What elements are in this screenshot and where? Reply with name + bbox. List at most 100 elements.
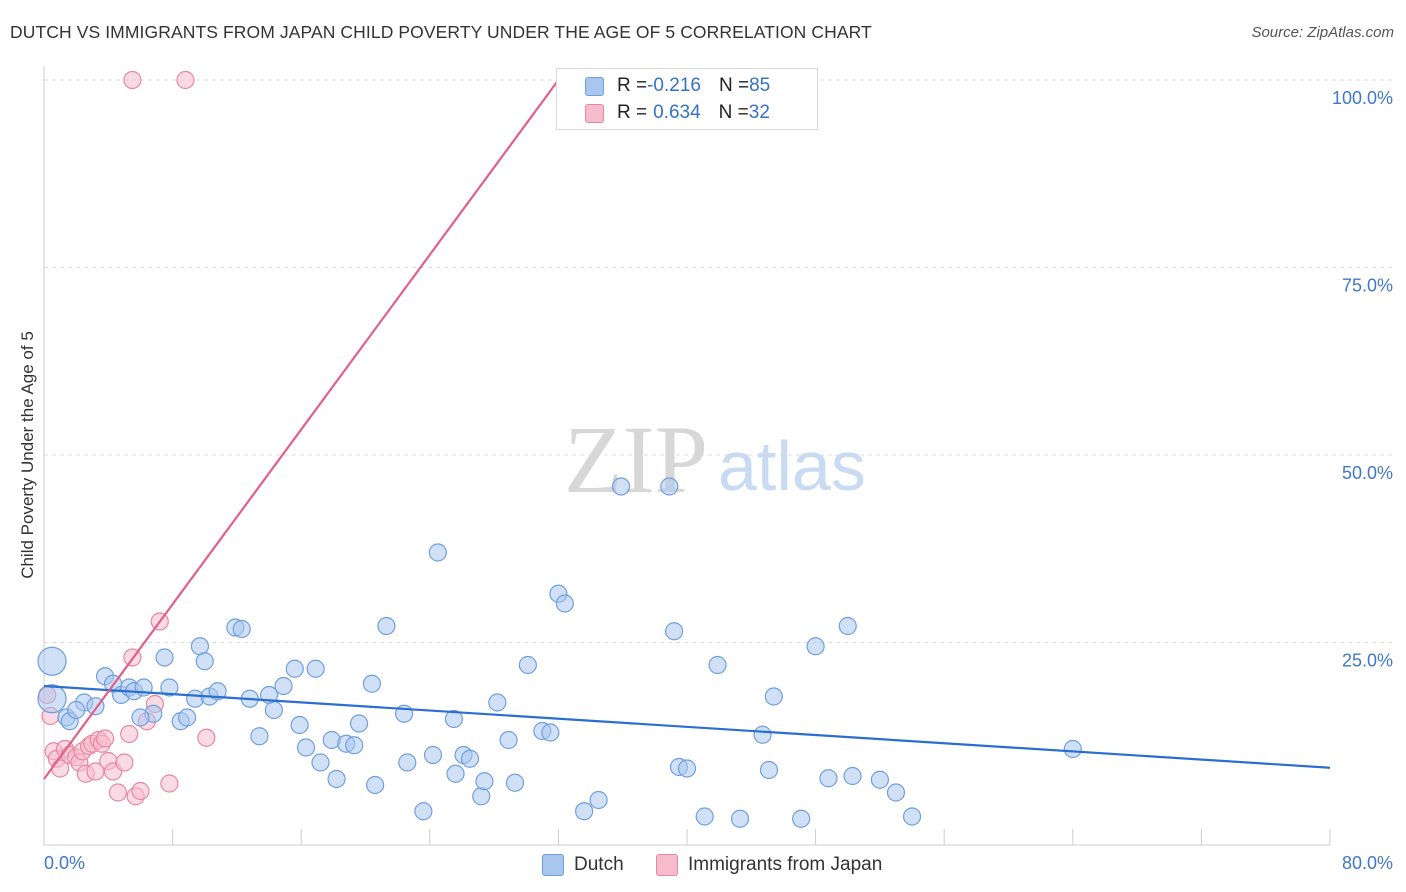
japan-trend-line (43, 79, 560, 780)
japan-point (123, 70, 142, 90)
dutch-point (488, 693, 507, 712)
dutch-point (398, 753, 417, 772)
dutch-point (190, 637, 210, 656)
dutch-point (1063, 739, 1082, 759)
dutch-point (131, 708, 150, 727)
dutch-point (160, 678, 179, 697)
dutch-point (444, 709, 464, 729)
dutch-r-label: R = (617, 75, 648, 96)
y-tick-label: 100.0% (1332, 88, 1393, 108)
dutch-trend-line (43, 684, 1331, 769)
japan-point (95, 729, 115, 748)
dutch-point (285, 659, 304, 678)
dutch-point (819, 769, 838, 788)
dutch-point (232, 619, 251, 639)
japan-point (131, 781, 150, 801)
dutch-point (296, 738, 316, 757)
japan-point (160, 774, 179, 793)
dutch-point (446, 764, 465, 783)
y-tick-label: 75.0% (1342, 276, 1393, 296)
chart-title: DUTCH VS IMMIGRANTS FROM JAPAN CHILD POV… (10, 22, 872, 42)
dutch-point (870, 770, 890, 789)
dutch-point (460, 749, 480, 768)
dutch-point (753, 725, 772, 744)
dutch-point (155, 648, 174, 667)
dutch-point (589, 790, 608, 810)
dutch-point (541, 723, 560, 742)
dutch-point (499, 730, 518, 750)
legend-dutch-swatch (542, 854, 564, 876)
dutch-point (806, 637, 825, 656)
dutch-point (349, 714, 369, 733)
japan-swatch (585, 104, 604, 123)
dutch-point (264, 700, 283, 720)
japan-n-value: 32 (748, 102, 770, 123)
dutch-point (290, 715, 309, 735)
dutch-point (902, 807, 922, 826)
legend-row-japan: R = 0.634 N = 32 (617, 100, 770, 126)
legend-item-dutch: Dutch (542, 852, 624, 878)
japan-point (86, 762, 105, 781)
japan-point (108, 783, 128, 802)
dutch-point (377, 616, 396, 636)
dutch-point (708, 655, 727, 675)
dutch-point (414, 802, 433, 821)
dutch-point (67, 700, 86, 720)
legend-item-japan: Immigrants from Japan (656, 852, 882, 878)
dutch-point (677, 759, 697, 778)
dutch-point (366, 775, 385, 795)
dutch-point (208, 682, 227, 701)
dutch-r-value: -0.216 (647, 75, 701, 96)
dutch-point (362, 674, 382, 693)
correlation-legend: R = -0.216 N = 85 R = 0.634 N = 32 (556, 68, 818, 130)
dutch-point (555, 594, 574, 613)
dutch-point (37, 684, 67, 714)
legend-japan-swatch (656, 854, 678, 876)
dutch-n-label: N = (718, 75, 750, 96)
dutch-point (665, 622, 684, 641)
trend-lines (43, 79, 1331, 780)
japan-point (120, 724, 139, 744)
dutch-point (472, 787, 491, 806)
dutch-point (37, 646, 67, 676)
dutch-points (37, 477, 1082, 828)
x-tick-label: 80.0% (1342, 853, 1393, 873)
dutch-point (475, 772, 494, 791)
dutch-point (274, 676, 293, 696)
japan-point (176, 70, 195, 90)
dutch-point (838, 616, 857, 636)
tick-labels: 25.0% 50.0% 75.0% 100.0% 0.0% 80.0% (44, 88, 1393, 873)
dutch-point (886, 783, 906, 802)
dutch-point (843, 766, 862, 786)
grid-lines (44, 79, 1392, 643)
dutch-point (195, 652, 214, 671)
japan-r-value: 0.634 (653, 102, 701, 123)
dutch-point (250, 727, 269, 746)
watermark-zip: ZIP (564, 406, 708, 513)
dutch-point (759, 760, 779, 780)
japan-point (115, 753, 134, 772)
dutch-point (428, 543, 447, 562)
japan-r-label: R = (617, 102, 648, 123)
japan-point (197, 728, 216, 747)
dutch-swatch (585, 77, 604, 96)
watermark: ZIP atlas (564, 406, 866, 513)
chart-source: Source: ZipAtlas.com (1251, 24, 1394, 41)
dutch-point (177, 708, 197, 727)
dutch-point (764, 687, 783, 706)
legend-japan-label: Immigrants from Japan (688, 854, 883, 875)
japan-n-label: N = (718, 102, 749, 123)
dutch-point (518, 655, 537, 675)
x-tick-label: 0.0% (44, 853, 85, 873)
watermark-atlas: atlas (718, 427, 866, 505)
dutch-point (695, 807, 714, 826)
legend-row-dutch: R = -0.216 N = 85 (617, 73, 770, 99)
dutch-point (327, 769, 346, 789)
dutch-point (505, 773, 525, 792)
dutch-point (730, 809, 750, 828)
legend-dutch-label: Dutch (574, 854, 624, 875)
dutch-point (792, 809, 811, 828)
dutch-n-value: 85 (749, 75, 771, 96)
dutch-point (345, 736, 364, 755)
